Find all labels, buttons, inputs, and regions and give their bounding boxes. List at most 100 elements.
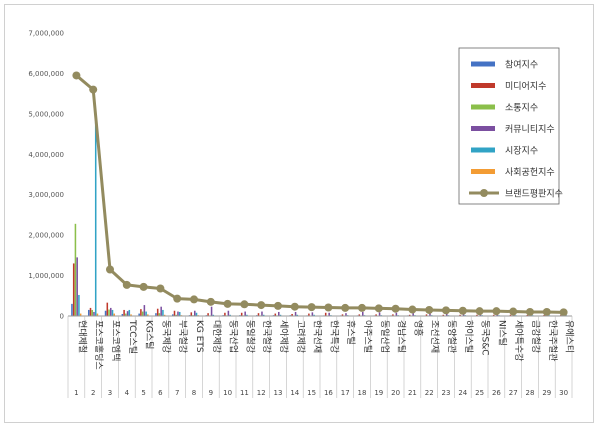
category-label: 동양철관 xyxy=(446,320,457,353)
bar xyxy=(345,313,347,316)
bar xyxy=(229,314,231,316)
category-number: 29 xyxy=(542,389,551,397)
bar xyxy=(121,313,124,316)
category-number: 11 xyxy=(240,389,249,397)
category-number: 19 xyxy=(374,389,383,397)
category-number: 17 xyxy=(341,389,350,397)
line-point xyxy=(374,304,383,313)
category-label: 포스코엠텍 xyxy=(110,320,122,361)
line-point xyxy=(391,304,400,313)
legend-swatch xyxy=(471,61,495,67)
bar xyxy=(395,312,398,316)
bar xyxy=(160,306,162,316)
category-label: 금강철강 xyxy=(530,320,541,353)
line-point xyxy=(156,284,165,293)
line-point xyxy=(106,265,114,274)
line-point xyxy=(89,85,98,94)
line-point xyxy=(324,303,333,312)
bar xyxy=(392,314,394,316)
bar xyxy=(543,314,545,316)
line-point xyxy=(307,303,316,312)
line-point xyxy=(475,307,484,316)
line-point xyxy=(206,297,215,306)
bar xyxy=(110,307,112,316)
x-axis: 현대제철 1 포스코홀딩스 2 포스코엠텍 3 TCC스틸 4 KG스틸 5 동국제강 6 부국철강 7 K… xyxy=(67,315,575,398)
category-number: 18 xyxy=(358,389,367,397)
category-label: 부국철강 xyxy=(177,320,188,353)
bar xyxy=(138,313,140,316)
bar xyxy=(212,314,215,316)
category-label: 포스코홀딩스 xyxy=(93,320,105,370)
category-number: 9 xyxy=(209,389,213,397)
bar xyxy=(147,314,149,316)
bar xyxy=(308,313,310,316)
bar xyxy=(158,313,161,316)
category-number: 21 xyxy=(408,389,417,397)
bar xyxy=(194,310,196,316)
category-number: 24 xyxy=(458,389,467,397)
line-point xyxy=(425,305,434,314)
bar xyxy=(313,314,315,316)
bar xyxy=(246,314,248,316)
bar xyxy=(123,309,125,316)
category-number: 2 xyxy=(91,389,95,397)
y-axis: 0 1,000,000 2,000,000 3,000,000 4,000,000 5,0… xyxy=(28,30,64,321)
category-label: 동국제강 xyxy=(160,320,171,353)
category-label: 유에스티 xyxy=(564,320,575,353)
bar xyxy=(106,302,109,316)
bar xyxy=(91,309,93,316)
bar xyxy=(79,313,82,316)
category-number: 26 xyxy=(492,389,501,397)
bar xyxy=(429,313,431,316)
bar xyxy=(130,314,132,316)
legend-label: 커뮤니티지수 xyxy=(505,124,555,135)
bar xyxy=(240,312,243,316)
bar xyxy=(224,312,226,316)
bar xyxy=(162,309,164,316)
line-point xyxy=(358,303,366,312)
category-label: 한국선재 xyxy=(312,320,323,353)
category-number: 10 xyxy=(223,389,232,397)
legend-swatch xyxy=(471,104,495,110)
bar xyxy=(408,314,411,316)
category-number: 12 xyxy=(257,389,266,397)
line-point xyxy=(526,307,534,316)
legend-label: 소통지수 xyxy=(505,103,538,114)
bar xyxy=(262,314,265,316)
bar xyxy=(126,311,129,316)
category-number: 23 xyxy=(442,389,451,397)
bar xyxy=(244,311,246,316)
category-label: KG ETS xyxy=(194,320,204,353)
bar xyxy=(560,314,562,316)
bar xyxy=(207,313,209,316)
line-point xyxy=(559,308,568,317)
bar xyxy=(72,263,75,316)
category-number: 20 xyxy=(391,389,400,397)
line-point xyxy=(223,299,232,308)
bar xyxy=(93,311,95,316)
bar xyxy=(125,313,127,316)
bar xyxy=(362,311,364,316)
bar xyxy=(291,313,293,316)
y-tick-label: 7,000,000 xyxy=(28,30,64,38)
bar xyxy=(492,314,495,316)
bar xyxy=(76,257,78,316)
bar xyxy=(279,314,282,316)
y-tick-label: 4,000,000 xyxy=(28,151,64,159)
bar xyxy=(358,314,361,316)
bar xyxy=(296,314,299,316)
category-label: 동일철강 xyxy=(244,320,255,353)
bar xyxy=(143,305,146,316)
bar xyxy=(74,223,77,316)
line-point xyxy=(509,307,518,316)
category-label: 동일산업 xyxy=(379,320,390,353)
line-point xyxy=(408,305,417,314)
category-label: KG스틸 xyxy=(144,320,155,349)
category-number: 13 xyxy=(274,389,283,397)
y-tick-label: 5,000,000 xyxy=(28,110,64,118)
category-number: 8 xyxy=(192,389,196,397)
bar xyxy=(190,312,193,316)
bar xyxy=(140,309,142,316)
